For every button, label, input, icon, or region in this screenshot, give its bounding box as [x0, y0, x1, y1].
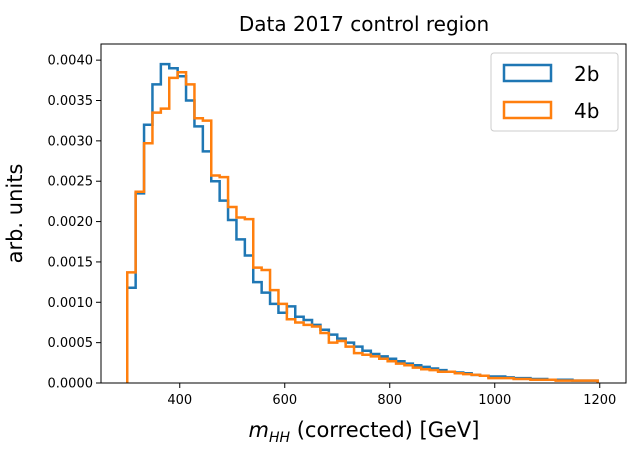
x-tick-label: 1000: [478, 393, 511, 408]
y-tick-label: 0.0015: [48, 255, 94, 270]
x-axis-label-subscript: HH: [269, 430, 291, 446]
y-tick-label: 0.0040: [48, 54, 94, 69]
y-tick-label: 0.0020: [48, 215, 94, 230]
series-layer: [126, 62, 599, 383]
legend-label-4b: 4b: [574, 99, 599, 123]
x-axis-label-symbol: m: [249, 418, 269, 442]
series-4b-step-line: [126, 71, 599, 383]
legend-label-2b: 2b: [574, 62, 599, 86]
legend-frame: [490, 52, 619, 132]
x-axis-label-text: (corrected) [GeV]: [290, 418, 479, 442]
legend-swatch-2b: [502, 63, 553, 83]
x-tick-label: 1200: [583, 393, 616, 408]
y-tick-label: 0.0010: [48, 296, 94, 311]
x-tick-label: 400: [167, 393, 192, 408]
y-tick-label: 0.0005: [48, 336, 94, 351]
chart-title: Data 2017 control region: [239, 12, 489, 36]
legend-swatch-4b: [502, 100, 553, 120]
legend: 2b 4b: [490, 52, 619, 132]
x-axis: 400 600 800 1000 1200: [167, 383, 616, 408]
x-axis-label: mHH (corrected) [GeV]: [249, 418, 480, 446]
y-axis: 0.0000 0.0005 0.0010 0.0015 0.0020 0.0025 0.00…: [48, 54, 101, 392]
y-tick-label: 0.0035: [48, 94, 94, 109]
y-tick-label: 0.0025: [48, 175, 94, 190]
y-axis-label: arb. units: [3, 164, 27, 264]
plot-border: [100, 43, 627, 384]
x-tick-label: 800: [377, 393, 402, 408]
x-tick-label: 600: [272, 393, 297, 408]
y-tick-label: 0.0000: [48, 377, 94, 392]
y-tick-label: 0.0030: [48, 134, 94, 149]
